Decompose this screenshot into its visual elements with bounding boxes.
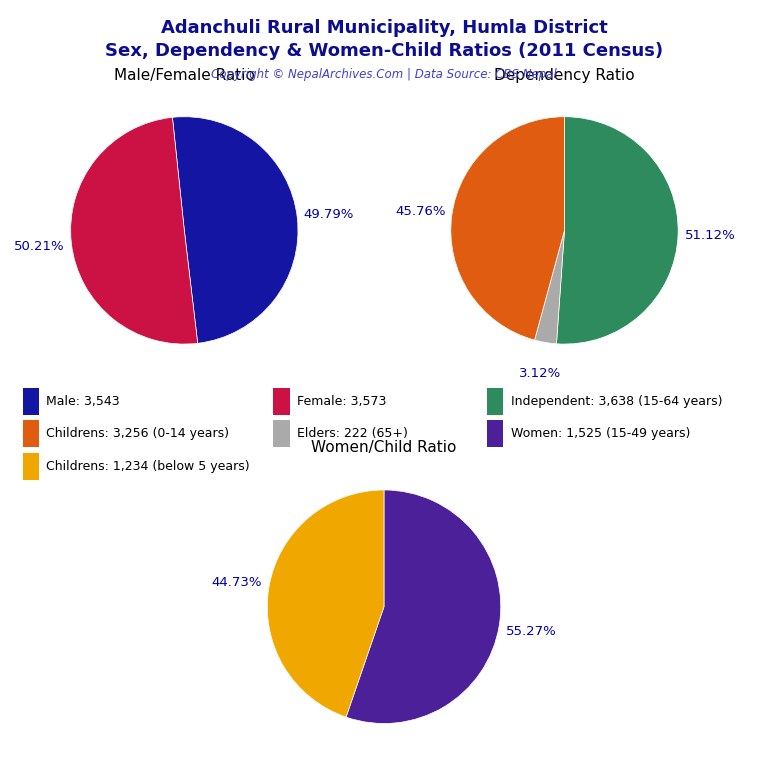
Bar: [23, 421, 39, 447]
Text: Independent: 3,638 (15-64 years): Independent: 3,638 (15-64 years): [511, 395, 723, 408]
Text: Male: 3,543: Male: 3,543: [46, 395, 120, 408]
Text: Copyright © NepalArchives.Com | Data Source: CBS Nepal: Copyright © NepalArchives.Com | Data Sou…: [211, 68, 557, 81]
Text: 50.21%: 50.21%: [15, 240, 65, 253]
Text: Female: 3,573: Female: 3,573: [297, 395, 386, 408]
Bar: [23, 388, 39, 415]
Text: 49.79%: 49.79%: [303, 207, 354, 220]
Text: 3.12%: 3.12%: [519, 367, 561, 380]
Wedge shape: [535, 230, 564, 344]
Text: Sex, Dependency & Women-Child Ratios (2011 Census): Sex, Dependency & Women-Child Ratios (20…: [105, 42, 663, 60]
Text: 44.73%: 44.73%: [211, 575, 262, 588]
Text: 51.12%: 51.12%: [684, 229, 735, 242]
Wedge shape: [267, 490, 384, 717]
Text: 45.76%: 45.76%: [395, 204, 445, 217]
Wedge shape: [346, 490, 501, 723]
Text: Adanchuli Rural Municipality, Humla District: Adanchuli Rural Municipality, Humla Dist…: [161, 19, 607, 37]
Text: Childrens: 1,234 (below 5 years): Childrens: 1,234 (below 5 years): [46, 460, 250, 473]
Wedge shape: [557, 117, 678, 344]
Text: Childrens: 3,256 (0-14 years): Childrens: 3,256 (0-14 years): [46, 428, 230, 440]
Title: Dependency Ratio: Dependency Ratio: [494, 68, 635, 83]
Text: 55.27%: 55.27%: [506, 625, 557, 638]
Bar: [487, 421, 504, 447]
Title: Women/Child Ratio: Women/Child Ratio: [311, 441, 457, 455]
Wedge shape: [173, 117, 298, 343]
Bar: [487, 388, 504, 415]
Bar: [273, 421, 290, 447]
Text: Elders: 222 (65+): Elders: 222 (65+): [297, 428, 408, 440]
Text: Women: 1,525 (15-49 years): Women: 1,525 (15-49 years): [511, 428, 690, 440]
Bar: [23, 453, 39, 480]
Wedge shape: [451, 117, 564, 340]
Bar: [273, 388, 290, 415]
Title: Male/Female Ratio: Male/Female Ratio: [114, 68, 255, 83]
Wedge shape: [71, 118, 197, 344]
